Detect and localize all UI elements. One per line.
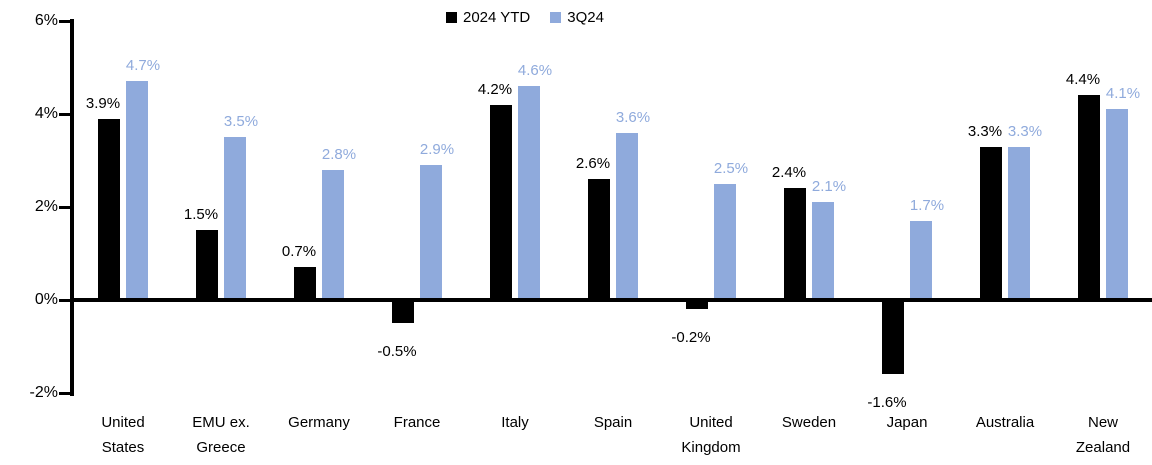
bar-3q24-united-kingdom xyxy=(714,183,736,300)
bar-3q24-australia xyxy=(1008,146,1030,300)
bar-value-label-2024-ytd-italy: 4.2% xyxy=(477,80,513,98)
bar-2024-ytd-france xyxy=(392,300,414,324)
category-label-united-kingdom: United Kingdom xyxy=(681,414,741,456)
category-label-france: France xyxy=(393,414,441,431)
y-tick-mark xyxy=(59,112,71,116)
category-label-japan: Japan xyxy=(886,414,928,431)
bar-value-label-3q24-australia: 3.3% xyxy=(1007,122,1043,140)
y-tick-label: 4% xyxy=(34,105,58,122)
bar-value-label-3q24-united-kingdom: 2.5% xyxy=(713,159,749,177)
category-label-united-states: United States xyxy=(101,414,145,456)
category-label-new-zealand: New Zealand xyxy=(1075,414,1131,456)
category-label-australia: Australia xyxy=(975,414,1035,431)
chart-legend: 2024 YTD 3Q24 xyxy=(446,9,604,26)
bar-2024-ytd-sweden xyxy=(784,188,806,300)
bar-value-label-2024-ytd-france: -0.5% xyxy=(377,343,417,361)
legend-swatch-3q24 xyxy=(550,12,562,23)
bar-value-label-3q24-spain: 3.6% xyxy=(615,108,651,126)
bar-value-label-3q24-united-states: 4.7% xyxy=(125,57,161,75)
bar-value-label-2024-ytd-japan: -1.6% xyxy=(867,394,907,412)
category-label-germany: Germany xyxy=(288,414,350,431)
y-tick-label: -2% xyxy=(29,384,58,401)
bar-3q24-new-zealand xyxy=(1106,109,1128,300)
bar-2024-ytd-japan xyxy=(882,300,904,375)
bar-3q24-spain xyxy=(616,132,638,300)
bar-2024-ytd-united-states xyxy=(98,118,120,300)
bar-value-label-2024-ytd-united-kingdom: -0.2% xyxy=(671,329,711,347)
y-tick-mark xyxy=(59,205,71,209)
bar-3q24-sweden xyxy=(812,202,834,300)
y-tick-mark xyxy=(59,391,71,395)
bar-value-label-3q24-new-zealand: 4.1% xyxy=(1105,85,1141,103)
bar-3q24-italy xyxy=(518,86,540,300)
bar-value-label-3q24-sweden: 2.1% xyxy=(811,178,847,196)
category-label-spain: Spain xyxy=(593,414,633,431)
bar-2024-ytd-emu-ex-greece xyxy=(196,230,218,300)
y-tick-mark xyxy=(59,298,71,302)
category-label-sweden: Sweden xyxy=(781,414,837,431)
category-label-emu-ex-greece: EMU ex. Greece xyxy=(192,414,250,456)
bar-value-label-3q24-germany: 2.8% xyxy=(321,145,357,163)
bar-3q24-united-states xyxy=(126,81,148,300)
bar-value-label-3q24-italy: 4.6% xyxy=(517,62,553,80)
legend-label-2024-ytd: 2024 YTD xyxy=(463,9,531,26)
y-tick-mark xyxy=(59,19,71,23)
legend-item-3q24: 3Q24 xyxy=(550,9,604,26)
legend-swatch-2024-ytd xyxy=(446,12,457,23)
bar-3q24-germany xyxy=(322,169,344,300)
y-tick-label: 2% xyxy=(34,198,58,215)
y-tick-label: 6% xyxy=(34,12,58,29)
bar-value-label-3q24-emu-ex-greece: 3.5% xyxy=(223,113,259,131)
bar-2024-ytd-united-kingdom xyxy=(686,300,708,310)
y-axis-line xyxy=(70,19,74,396)
bar-value-label-2024-ytd-spain: 2.6% xyxy=(575,155,611,173)
legend-label-3q24: 3Q24 xyxy=(567,9,604,26)
y-tick-label: 0% xyxy=(34,291,58,308)
bar-3q24-emu-ex-greece xyxy=(224,137,246,300)
bar-value-label-3q24-france: 2.9% xyxy=(419,141,455,159)
bar-2024-ytd-australia xyxy=(980,146,1002,300)
bar-value-label-2024-ytd-emu-ex-greece: 1.5% xyxy=(183,206,219,224)
bar-2024-ytd-spain xyxy=(588,179,610,300)
bar-value-label-2024-ytd-sweden: 2.4% xyxy=(771,164,807,182)
bar-value-label-2024-ytd-australia: 3.3% xyxy=(967,122,1003,140)
bar-2024-ytd-italy xyxy=(490,104,512,300)
bar-3q24-japan xyxy=(910,220,932,300)
bar-3q24-france xyxy=(420,165,442,300)
bar-value-label-3q24-japan: 1.7% xyxy=(909,196,945,214)
bar-value-label-2024-ytd-united-states: 3.9% xyxy=(85,94,121,112)
category-label-italy: Italy xyxy=(501,414,529,431)
legend-item-2024-ytd: 2024 YTD xyxy=(446,9,530,26)
bar-value-label-2024-ytd-new-zealand: 4.4% xyxy=(1065,71,1101,89)
bar-2024-ytd-germany xyxy=(294,267,316,300)
bar-value-label-2024-ytd-germany: 0.7% xyxy=(281,243,317,261)
bar-2024-ytd-new-zealand xyxy=(1078,95,1100,300)
x-axis-zero-line xyxy=(70,298,1152,302)
